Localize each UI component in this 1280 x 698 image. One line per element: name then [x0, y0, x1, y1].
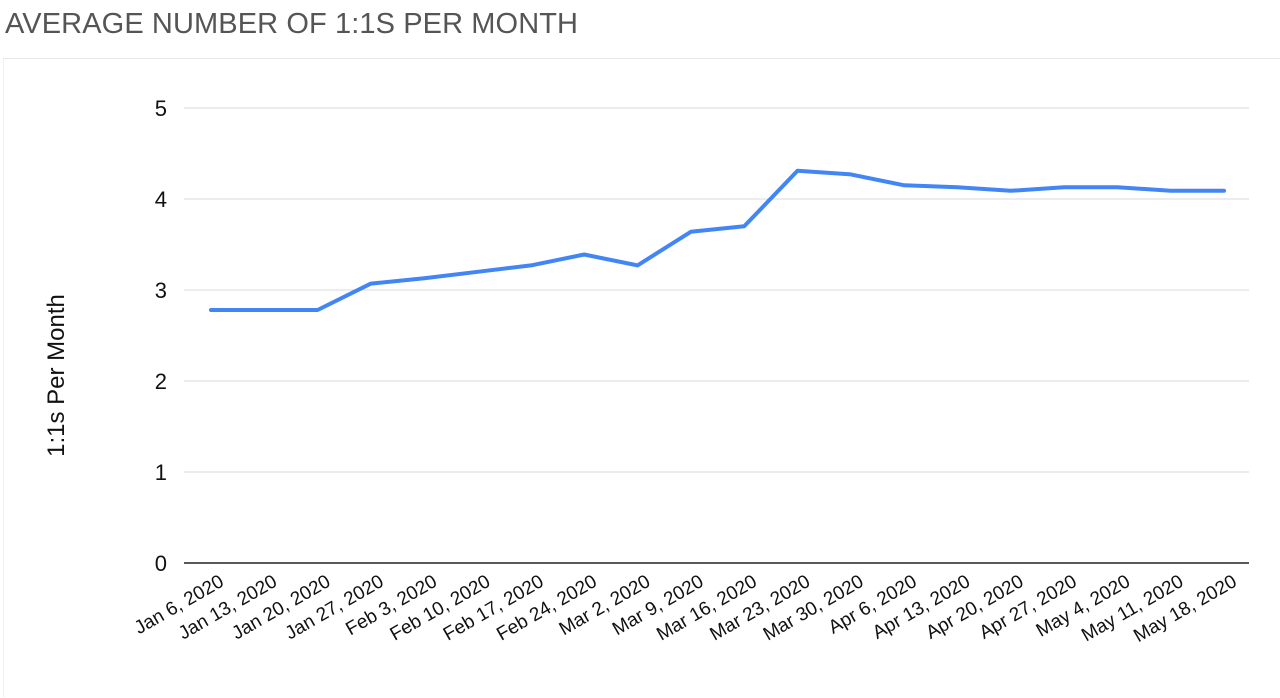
y-tick-label: 3 — [155, 278, 167, 303]
series-layer — [209, 168, 1226, 312]
y-axis-ticks: 0 1 2 3 4 5 — [155, 96, 167, 576]
chart-frame: 0 1 2 3 4 5 Jan 6, 2020 Jan 13, 2020 Jan 20, 20… — [3, 58, 1280, 697]
y-tick-label: 5 — [155, 96, 167, 121]
y-axis-label: 1:1s Per Month — [43, 294, 70, 457]
y-tick-label: 0 — [155, 551, 167, 576]
y-tick-label: 1 — [155, 460, 167, 485]
y-tick-label: 2 — [155, 369, 167, 394]
series-line — [209, 168, 1226, 312]
gridlines — [184, 107, 1249, 564]
chart-title: AVERAGE NUMBER OF 1:1S PER MONTH — [5, 8, 579, 40]
title-bar: AVERAGE NUMBER OF 1:1S PER MONTH — [0, 0, 1280, 58]
y-tick-label: 4 — [155, 187, 167, 212]
